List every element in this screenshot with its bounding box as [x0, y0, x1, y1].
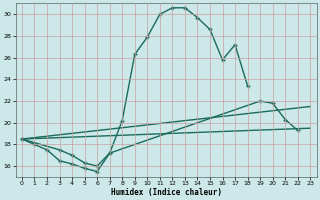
X-axis label: Humidex (Indice chaleur): Humidex (Indice chaleur)	[111, 188, 221, 197]
